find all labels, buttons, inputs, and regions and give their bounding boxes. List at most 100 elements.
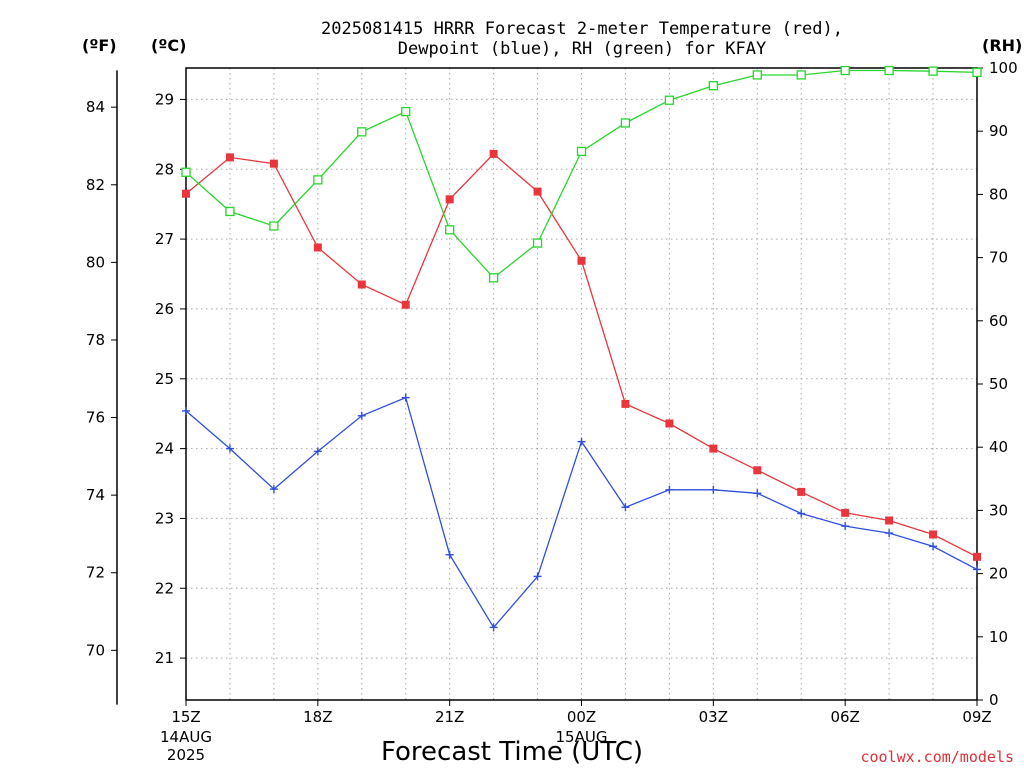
rh-tick-label: 100: [989, 59, 1018, 77]
dewpoint-data-point: [797, 509, 806, 518]
dewpoint-data-point: [621, 503, 630, 512]
rh-data-point: [928, 66, 938, 76]
temperature-data-point: [533, 187, 542, 196]
dewpoint-data-point: [577, 437, 586, 446]
rh-data-point: [181, 167, 191, 177]
x-tick-label: 21Z: [435, 708, 464, 726]
temperature-data-point: [797, 487, 806, 496]
rh-data-point: [576, 146, 587, 157]
fahrenheit-tick-label: 82: [86, 176, 105, 194]
rh-data-point: [445, 225, 455, 235]
temperature-data-point: [841, 508, 850, 517]
temperature-data-point: [182, 189, 190, 198]
dewpoint-data-point: [313, 447, 322, 456]
rh-tick-label: 30: [989, 501, 1008, 519]
x-tick-sublabel: 15AUG: [556, 728, 608, 746]
dewpoint-data-point: [841, 522, 850, 531]
celsius-tick-label: 24: [155, 440, 174, 458]
rh-data-point: [884, 65, 894, 76]
temperature-data-point: [973, 552, 981, 561]
dewpoint-data-point: [357, 411, 366, 420]
celsius-tick-label: 23: [155, 509, 174, 527]
temperature-data-point: [225, 153, 234, 162]
rh-tick-label: 50: [989, 375, 1008, 393]
rh-tick-label: 20: [989, 565, 1008, 583]
celsius-tick-label: 29: [155, 90, 174, 108]
fahrenheit-tick-label: 78: [86, 331, 105, 349]
fahrenheit-unit-label: (ºF): [82, 36, 117, 55]
dewpoint-data-point: [182, 406, 190, 415]
temperature-data-point: [753, 466, 762, 475]
fahrenheit-tick-label: 70: [86, 641, 105, 659]
celsius-tick-label: 25: [155, 370, 174, 388]
x-axis-label: Forecast Time (UTC): [381, 737, 643, 767]
rh-data-point: [752, 70, 762, 80]
grid-layer: [186, 68, 977, 700]
x-tick-label: 03Z: [699, 708, 728, 726]
rh-data-point: [840, 65, 850, 76]
temperature-data-point: [489, 149, 498, 158]
celsius-tick-label: 22: [155, 579, 174, 597]
fahrenheit-tick-label: 72: [86, 564, 105, 582]
rh-data-point: [972, 67, 982, 78]
dewpoint-data-point: [401, 393, 410, 402]
axes-layer: 21 22 23 24 25 26 27 28 29 70 72 74 76 78 80 82 84 0 10 20 3…: [86, 59, 1018, 709]
rh-tick-label: 60: [989, 312, 1008, 330]
rh-tick-label: 70: [989, 249, 1008, 267]
x-tick-sublabel: 2025: [167, 746, 205, 764]
rh-tick-label: 90: [989, 122, 1008, 140]
dewpoint-data-point: [885, 529, 894, 538]
temperature-data-point: [313, 243, 322, 252]
x-tick-label: 18Z: [303, 708, 332, 726]
rh-tick-label: 40: [989, 438, 1008, 456]
dewpoint-data-point: [929, 542, 938, 551]
celsius-tick-label: 21: [155, 649, 174, 667]
temperature-data-point: [269, 159, 278, 168]
chart-title-line-1: 2025081415 HRRR Forecast 2-meter Tempera…: [321, 19, 843, 39]
rh-data-point: [269, 221, 279, 231]
rh-tick-label: 10: [989, 628, 1008, 646]
celsius-tick-label: 28: [155, 160, 174, 178]
fahrenheit-tick-label: 76: [86, 409, 105, 427]
dewpoint-data-point: [269, 485, 278, 494]
rh-data-point: [357, 127, 367, 137]
celsius-tick-label: 26: [155, 300, 174, 318]
rh-tick-label: 80: [989, 185, 1008, 203]
x-tick-label: 09Z: [962, 708, 991, 726]
temperature-data-point: [401, 300, 410, 309]
x-tick-sublabel: 14AUG: [160, 728, 212, 746]
dewpoint-data-point: [709, 485, 718, 494]
credit-text: coolwx.com/models: [860, 748, 1014, 766]
rh-data-point: [532, 238, 543, 248]
rh-data-point: [225, 206, 235, 217]
rh-data-point: [488, 273, 499, 283]
rh-data-point: [796, 70, 806, 80]
dewpoint-data-point: [753, 489, 762, 498]
temperature-data-point: [621, 399, 630, 408]
chart-title-line-2: Dewpoint (blue), RH (green) for KFAY: [398, 39, 766, 59]
temperature-data-point: [709, 444, 718, 453]
rh-data-point: [708, 81, 718, 91]
rh-data-point: [401, 106, 411, 117]
temperature-data-point: [445, 195, 454, 204]
fahrenheit-tick-label: 74: [86, 486, 105, 504]
x-tick-label: 15Z: [171, 708, 200, 726]
fahrenheit-tick-label: 80: [86, 253, 105, 271]
rh-data-point: [664, 95, 675, 105]
temperature-data-point: [357, 280, 366, 289]
dewpoint-data-point: [533, 572, 542, 581]
temperature-data-point: [577, 256, 586, 265]
rh-data-point: [313, 175, 323, 185]
dewpoint-data-point: [489, 623, 498, 632]
dewpoint-data-point: [973, 565, 981, 574]
fahrenheit-tick-label: 84: [86, 98, 105, 116]
rh-unit-label: (RH): [982, 36, 1022, 55]
celsius-unit-label: (ºC): [151, 36, 186, 55]
celsius-tick-label: 27: [155, 230, 174, 248]
x-tick-label: 00Z: [567, 708, 596, 726]
temperature-data-point: [929, 530, 938, 539]
dewpoint-data-point: [445, 550, 454, 559]
